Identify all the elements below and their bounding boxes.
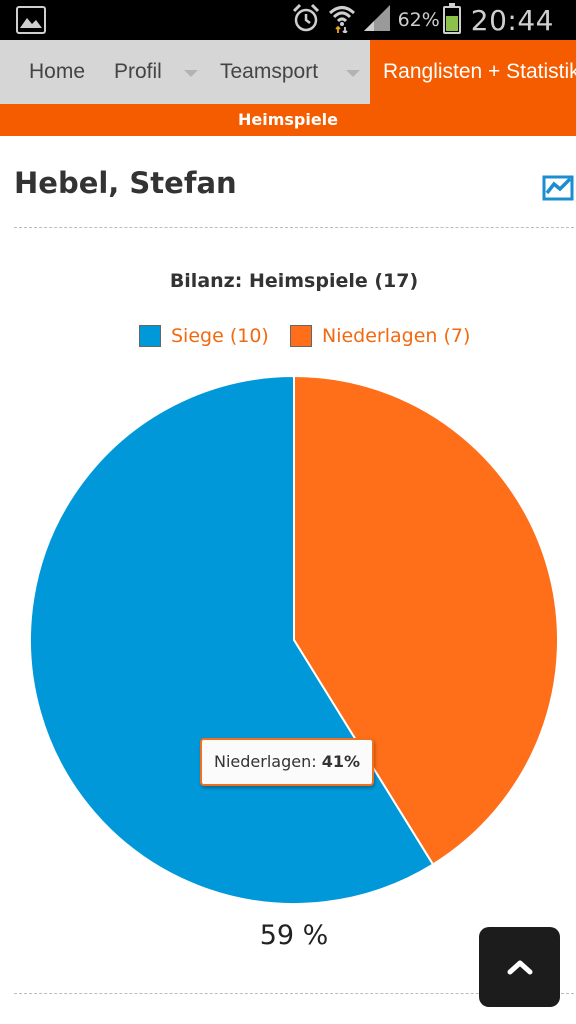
nav-item-ranglisten-label: Ranglisten + Statistiken [383,60,576,83]
chart-title: Bilanz: Heimspiele (17) [169,270,419,292]
legend-label-siege: Siege (10) [171,325,269,347]
tooltip-value: 41% [321,752,360,771]
legend-label-niederlagen: Niederlagen (7) [322,325,471,347]
chart-icon[interactable] [542,173,574,205]
page-title: Hebel, Stefan [14,166,237,200]
chart-tooltip: Niederlagen: 41% [200,738,374,786]
chevron-up-icon [507,960,533,975]
slice-label-siege: 59 % [259,920,329,951]
gallery-icon [16,6,46,34]
legend-item-siege[interactable]: Siege (10) [139,322,269,350]
legend-item-niederlagen[interactable]: Niederlagen (7) [290,322,470,350]
sub-nav-heimspiele[interactable]: Heimspiele [0,104,576,136]
legend-swatch-niederlagen [290,325,312,347]
tooltip-label: Niederlagen: [213,752,317,771]
nav-item-home[interactable]: Home [29,60,86,83]
main-nav: Home Profil Teamsport Ranglisten + Stati… [0,40,576,104]
nav-item-profil[interactable]: Profil [114,60,162,83]
signal-icon [363,5,390,35]
battery-icon [442,3,461,34]
nav-item-ranglisten[interactable]: Ranglisten + Statistiken [370,40,576,104]
legend-swatch-siege [139,325,161,347]
scroll-to-top-button[interactable] [479,927,560,1007]
divider [14,993,574,994]
battery-percent: 62% [397,9,440,31]
divider [14,227,574,228]
clock: 20:44 [470,3,554,37]
chevron-down-icon[interactable] [184,70,198,77]
wifi-icon [328,3,356,37]
nav-item-teamsport[interactable]: Teamsport [220,60,319,83]
pie-chart[interactable] [0,360,576,920]
chevron-down-icon[interactable] [346,70,360,77]
status-bar: 62% 20:44 [0,0,576,40]
alarm-icon [292,3,320,37]
